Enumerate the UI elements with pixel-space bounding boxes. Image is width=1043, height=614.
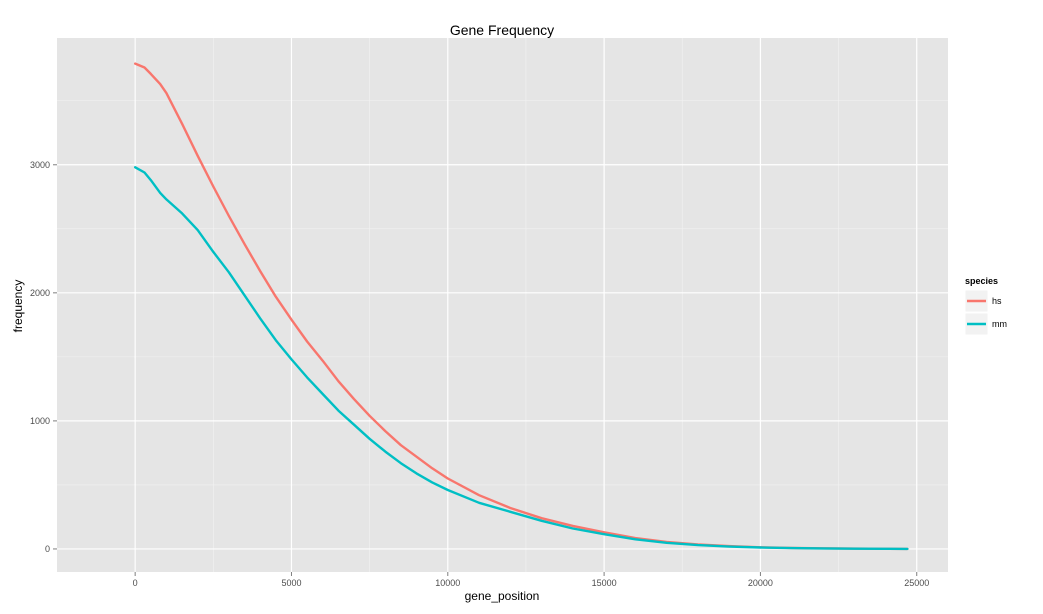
x-tick-label: 20000	[748, 578, 773, 588]
series-lines	[134, 62, 909, 551]
legend: species hs mm	[964, 276, 1007, 336]
x-tick-label: 0	[133, 578, 138, 588]
y-tick-label: 2000	[30, 288, 50, 298]
y-axis-ticks: 0 1000 2000 3000	[30, 160, 57, 554]
legend-label: mm	[992, 319, 1007, 329]
legend-items: hs mm	[964, 289, 1007, 336]
y-axis-title: frequency	[11, 280, 25, 333]
x-tick-label: 10000	[435, 578, 460, 588]
x-tick-label: 15000	[592, 578, 617, 588]
minor-gridlines	[57, 38, 948, 572]
legend-item-mm: mm	[964, 312, 1007, 336]
legend-title: species	[965, 276, 998, 286]
major-gridlines	[57, 38, 948, 572]
legend-label: hs	[992, 296, 1002, 306]
x-axis-title: gene_position	[465, 589, 540, 603]
series-line-mm	[134, 166, 909, 551]
y-tick-label: 0	[45, 544, 50, 554]
y-tick-label: 1000	[30, 416, 50, 426]
plot-panel	[57, 38, 948, 572]
legend-item-hs: hs	[964, 289, 1002, 313]
chart-title: Gene Frequency	[450, 22, 554, 38]
x-axis-ticks: 0 5000 10000 15000 20000 25000	[133, 572, 929, 588]
x-tick-label: 25000	[904, 578, 929, 588]
y-tick-label: 3000	[30, 160, 50, 170]
x-tick-label: 5000	[281, 578, 301, 588]
